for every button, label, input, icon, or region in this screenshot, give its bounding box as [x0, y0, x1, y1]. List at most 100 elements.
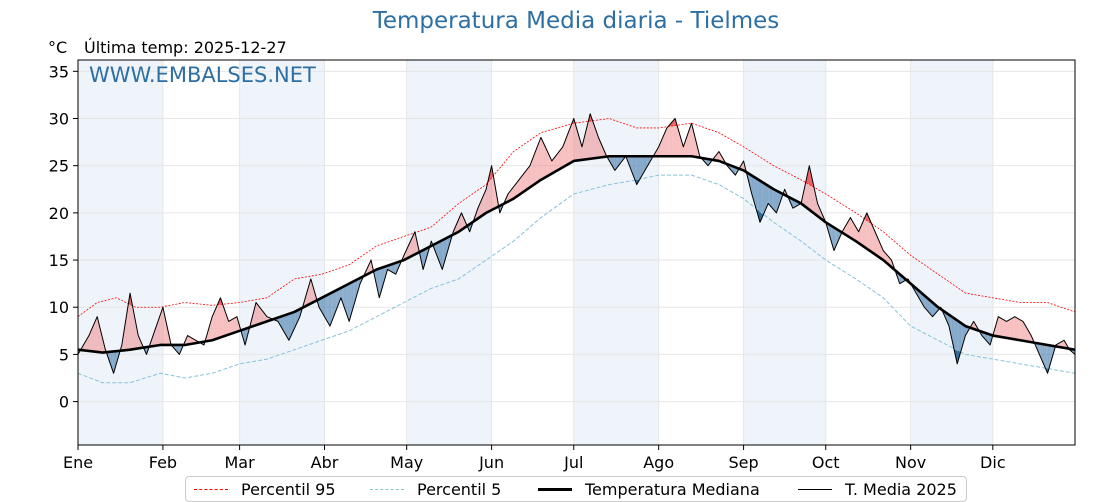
legend-label-p95: Percentil 95: [241, 480, 336, 499]
above-median-fill: [533, 155, 534, 185]
above-median-fill: [667, 126, 668, 156]
above-median-fill: [526, 169, 527, 190]
above-median-fill: [998, 317, 999, 337]
below-median-fill: [770, 187, 771, 207]
above-median-fill: [870, 219, 871, 251]
month-band: [911, 60, 993, 445]
x-tick-label: Sep: [729, 453, 759, 472]
above-median-fill: [690, 123, 691, 156]
above-median-fill: [1020, 320, 1021, 341]
above-median-fill: [259, 306, 260, 324]
above-median-fill: [545, 146, 546, 177]
below-median-fill: [639, 156, 640, 180]
below-median-fill: [774, 189, 775, 211]
y-tick-label: 20: [49, 204, 69, 223]
x-tick-label: Oct: [812, 453, 840, 472]
above-median-fill: [1008, 320, 1009, 339]
below-median-fill: [638, 156, 639, 182]
above-median-fill: [567, 133, 568, 165]
above-median-fill: [162, 307, 163, 345]
below-median-fill: [326, 295, 327, 321]
above-median-fill: [1004, 320, 1005, 338]
above-median-fill: [535, 148, 536, 184]
above-median-fill: [592, 118, 593, 159]
y-tick-label: 10: [49, 298, 69, 317]
legend: Percentil 95 Percentil 5 Temperatura Med…: [185, 476, 967, 502]
below-median-fill: [286, 314, 287, 338]
above-median-fill: [666, 128, 667, 156]
below-median-fill: [775, 190, 776, 213]
above-median-fill: [1002, 319, 1003, 337]
above-median-fill: [566, 136, 567, 165]
above-median-fill: [594, 126, 595, 159]
above-median-fill: [520, 176, 521, 194]
legend-label-p5: Percentil 5: [417, 480, 501, 499]
below-median-fill: [329, 294, 330, 327]
x-tick-label: Jul: [563, 453, 583, 472]
legend-swatch-median: [538, 488, 572, 491]
above-median-fill: [234, 317, 235, 332]
above-median-fill: [593, 122, 594, 159]
above-median-fill: [534, 152, 535, 185]
above-median-fill: [229, 321, 230, 335]
below-median-fill: [327, 294, 328, 323]
above-median-fill: [572, 119, 573, 162]
month-band: [78, 60, 163, 445]
above-median-fill: [256, 303, 257, 326]
below-median-fill: [346, 284, 347, 317]
above-median-fill: [561, 147, 562, 168]
above-median-fill: [218, 301, 219, 338]
legend-swatch-p5: [370, 489, 404, 490]
above-median-fill: [560, 149, 561, 169]
x-tick-label: May: [390, 453, 423, 472]
legend-swatch-p95: [194, 489, 228, 490]
above-median-fill: [524, 171, 525, 191]
y-tick-label: 0: [59, 393, 69, 412]
below-median-fill: [285, 315, 286, 336]
last-temp-label: Última temp: 2025-12-27: [84, 38, 287, 57]
below-median-fill: [641, 156, 642, 177]
above-median-fill: [1005, 321, 1006, 338]
below-median-fill: [763, 182, 764, 216]
above-median-fill: [529, 166, 530, 189]
above-median-fill: [1009, 319, 1010, 339]
x-tick-label: Mar: [225, 453, 256, 472]
below-median-fill: [331, 292, 332, 322]
x-tick-label: Feb: [149, 453, 177, 472]
y-tick-label: 5: [59, 345, 69, 364]
y-tick-label: 30: [49, 110, 69, 129]
above-median-fill: [96, 317, 97, 352]
above-median-fill: [849, 218, 850, 238]
above-median-fill: [668, 125, 669, 156]
above-median-fill: [94, 320, 95, 352]
above-median-fill: [160, 311, 161, 345]
above-median-fill: [571, 122, 572, 162]
y-axis-unit: °C: [48, 38, 67, 57]
above-median-fill: [546, 149, 547, 177]
above-median-fill: [540, 137, 541, 180]
x-tick-label: Ene: [63, 453, 93, 472]
above-median-fill: [233, 318, 234, 333]
above-median-fill: [556, 154, 557, 171]
above-median-fill: [872, 225, 873, 253]
below-median-fill: [772, 188, 773, 209]
below-median-fill: [768, 186, 769, 205]
above-median-fill: [1019, 319, 1020, 340]
above-median-fill: [574, 119, 575, 161]
month-band: [574, 60, 659, 445]
above-median-fill: [1015, 317, 1016, 340]
x-tick-label: Nov: [895, 453, 926, 472]
below-median-fill: [771, 188, 772, 209]
month-band: [240, 60, 325, 445]
above-median-fill: [260, 308, 261, 324]
y-tick-label: 35: [49, 62, 69, 81]
above-median-fill: [216, 304, 217, 339]
above-median-fill: [1011, 318, 1012, 339]
above-median-fill: [557, 152, 558, 170]
above-median-fill: [257, 304, 258, 324]
above-median-fill: [1022, 321, 1023, 341]
x-tick-label: Jun: [478, 453, 504, 472]
above-median-fill: [670, 123, 671, 156]
chart-title: Temperatura Media diaria - Tielmes: [0, 8, 1120, 34]
month-band: [744, 60, 826, 445]
